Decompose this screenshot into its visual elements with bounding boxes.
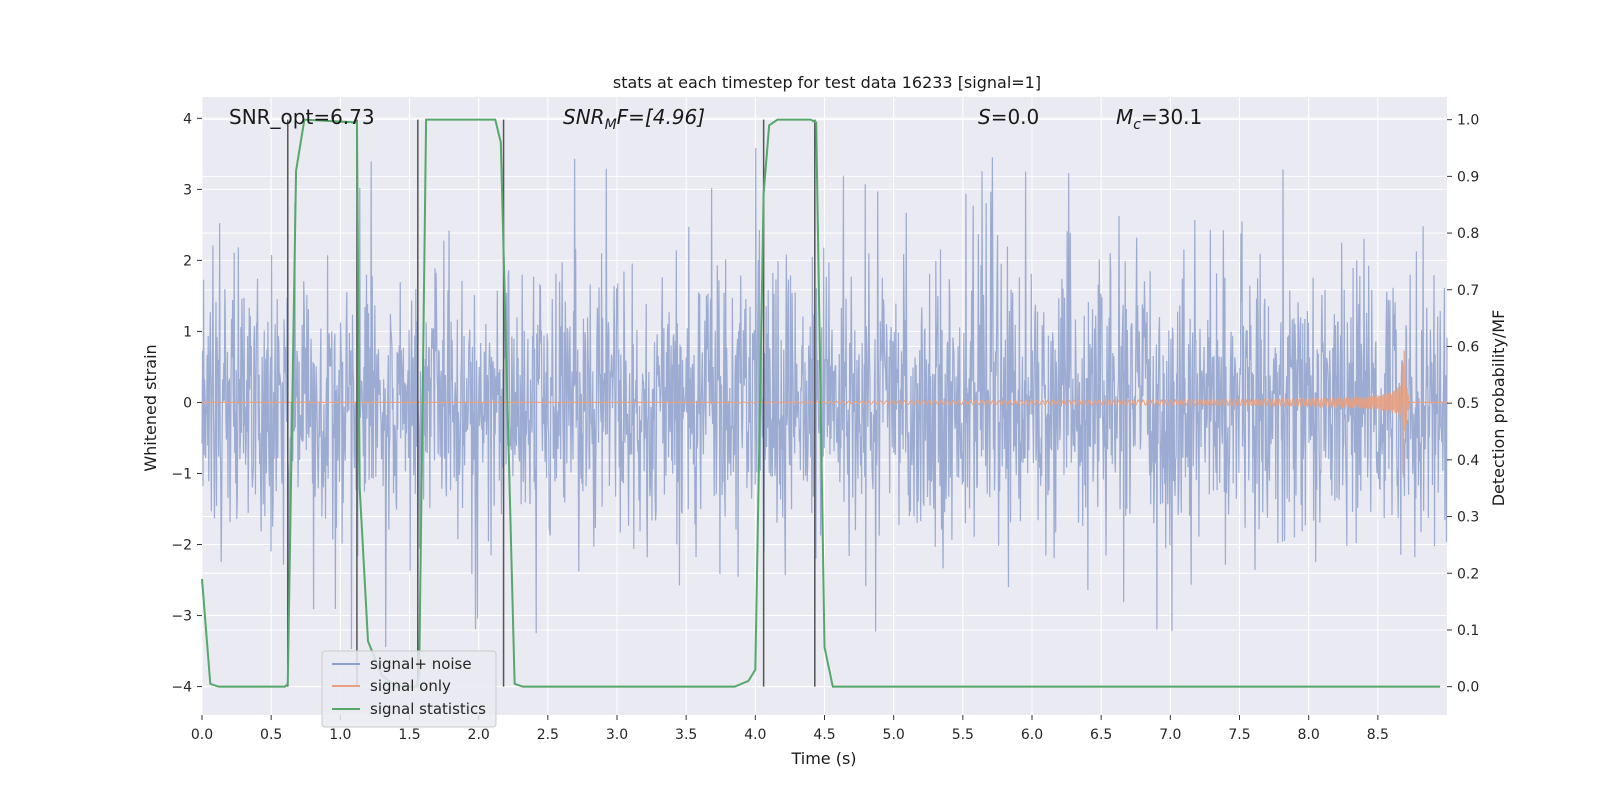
x-tick-label-12: 6.0: [1021, 727, 1043, 743]
y-right-tick-label-10: 0.0: [1457, 680, 1479, 696]
x-tick-label-9: 4.5: [813, 727, 835, 743]
y-tick-label-0: 4: [183, 111, 192, 127]
x-tick-label-16: 8.0: [1298, 727, 1320, 743]
y-right-tick-label-2: 0.8: [1457, 226, 1479, 242]
y-tick-label-7: −3: [171, 609, 192, 625]
vertical-markers: [287, 119, 816, 687]
x-tick-label-5: 2.5: [537, 727, 559, 743]
annotation-snr-mf-rest: F=[4.96]: [617, 105, 705, 129]
x-tick-label-2: 1.0: [329, 727, 351, 743]
y-tick-label-5: −1: [171, 466, 192, 482]
signal-statistics-line: [201, 118, 1441, 688]
x-tick-label-3: 1.5: [398, 727, 420, 743]
annotation-s-main: S: [978, 105, 991, 129]
axes: 0.0 0.5 1.0 1.5 2.0 2.5 3.0 3.5 4.0 4.5 5.0 5.5 6.0 6…: [171, 111, 1479, 743]
x-tick-label-14: 7.0: [1159, 727, 1181, 743]
x-tick-label-11: 5.5: [952, 727, 974, 743]
x-tick-label-13: 6.5: [1090, 727, 1112, 743]
annotation-mc-main: M: [1116, 105, 1133, 129]
chart-title: stats at each timestep for test data 162…: [613, 73, 1041, 92]
y-tick-label-3: 1: [183, 324, 192, 340]
y-right-tick-label-9: 0.1: [1457, 623, 1479, 639]
annotation-snr-mf: SNRMF=[4.96]: [563, 105, 705, 133]
series-signal-plus-noise: [201, 147, 1448, 650]
y-right-tick-label-1: 0.9: [1457, 169, 1479, 185]
y-tick-label-8: −4: [171, 680, 192, 696]
x-tick-label-10: 5.0: [883, 727, 905, 743]
x-tick-label-6: 3.0: [606, 727, 628, 743]
annotation-snr-mf-sub: M: [605, 117, 617, 133]
y-tick-label-6: −2: [171, 538, 192, 554]
y-right-tick-label-4: 0.6: [1457, 339, 1479, 355]
series-signal-only: [202, 350, 1447, 478]
y-right-tick-label-5: 0.5: [1457, 396, 1479, 412]
x-tick-label-4: 2.0: [468, 727, 490, 743]
legend-box: [321, 650, 497, 728]
x-tick-label-17: 8.5: [1367, 727, 1389, 743]
annotation-mc-rest: =30.1: [1141, 105, 1202, 129]
legend-label-signal-statistics: signal statistics: [370, 700, 486, 718]
annotation-snr-opt: SNR_opt=6.73: [229, 105, 375, 129]
y-right-tick-label-0: 1.0: [1457, 113, 1479, 129]
y-tick-label-2: 2: [183, 253, 192, 269]
signal-only-line: [202, 350, 1447, 478]
annotation-mc: Mc=30.1: [1116, 105, 1202, 133]
legend: signal+ noise signal only signal statist…: [321, 650, 497, 728]
x-axis-label: Time (s): [790, 749, 856, 768]
annotation-s: S=0.0: [978, 105, 1039, 129]
x-tick-label-15: 7.5: [1228, 727, 1250, 743]
x-tick-label-0: 0.0: [191, 727, 213, 743]
series-signal-statistics: [201, 118, 1441, 688]
y-tick-label-1: 3: [183, 182, 192, 198]
x-tick-label-1: 0.5: [260, 727, 282, 743]
x-tick-label-8: 4.0: [744, 727, 766, 743]
signal-plus-noise-line: [201, 147, 1448, 650]
y-right-tick-label-7: 0.3: [1457, 510, 1479, 526]
y-tick-label-4: 0: [183, 395, 192, 411]
y-axis-label-right: Detection probability/MF: [1489, 310, 1508, 507]
annotation-mc-sub: c: [1133, 117, 1141, 133]
legend-label-signal-plus-noise: signal+ noise: [370, 655, 472, 673]
annotation-s-rest: =0.0: [991, 105, 1040, 129]
annotation-snr-mf-main: SNR: [563, 105, 605, 129]
x-tick-label-7: 3.5: [675, 727, 697, 743]
legend-label-signal-only: signal only: [370, 677, 451, 695]
y-right-tick-label-8: 0.2: [1457, 566, 1479, 582]
y-right-tick-label-3: 0.7: [1457, 283, 1479, 299]
y-axis-label-left: Whitened strain: [141, 344, 160, 471]
y-right-tick-label-6: 0.4: [1457, 453, 1479, 469]
